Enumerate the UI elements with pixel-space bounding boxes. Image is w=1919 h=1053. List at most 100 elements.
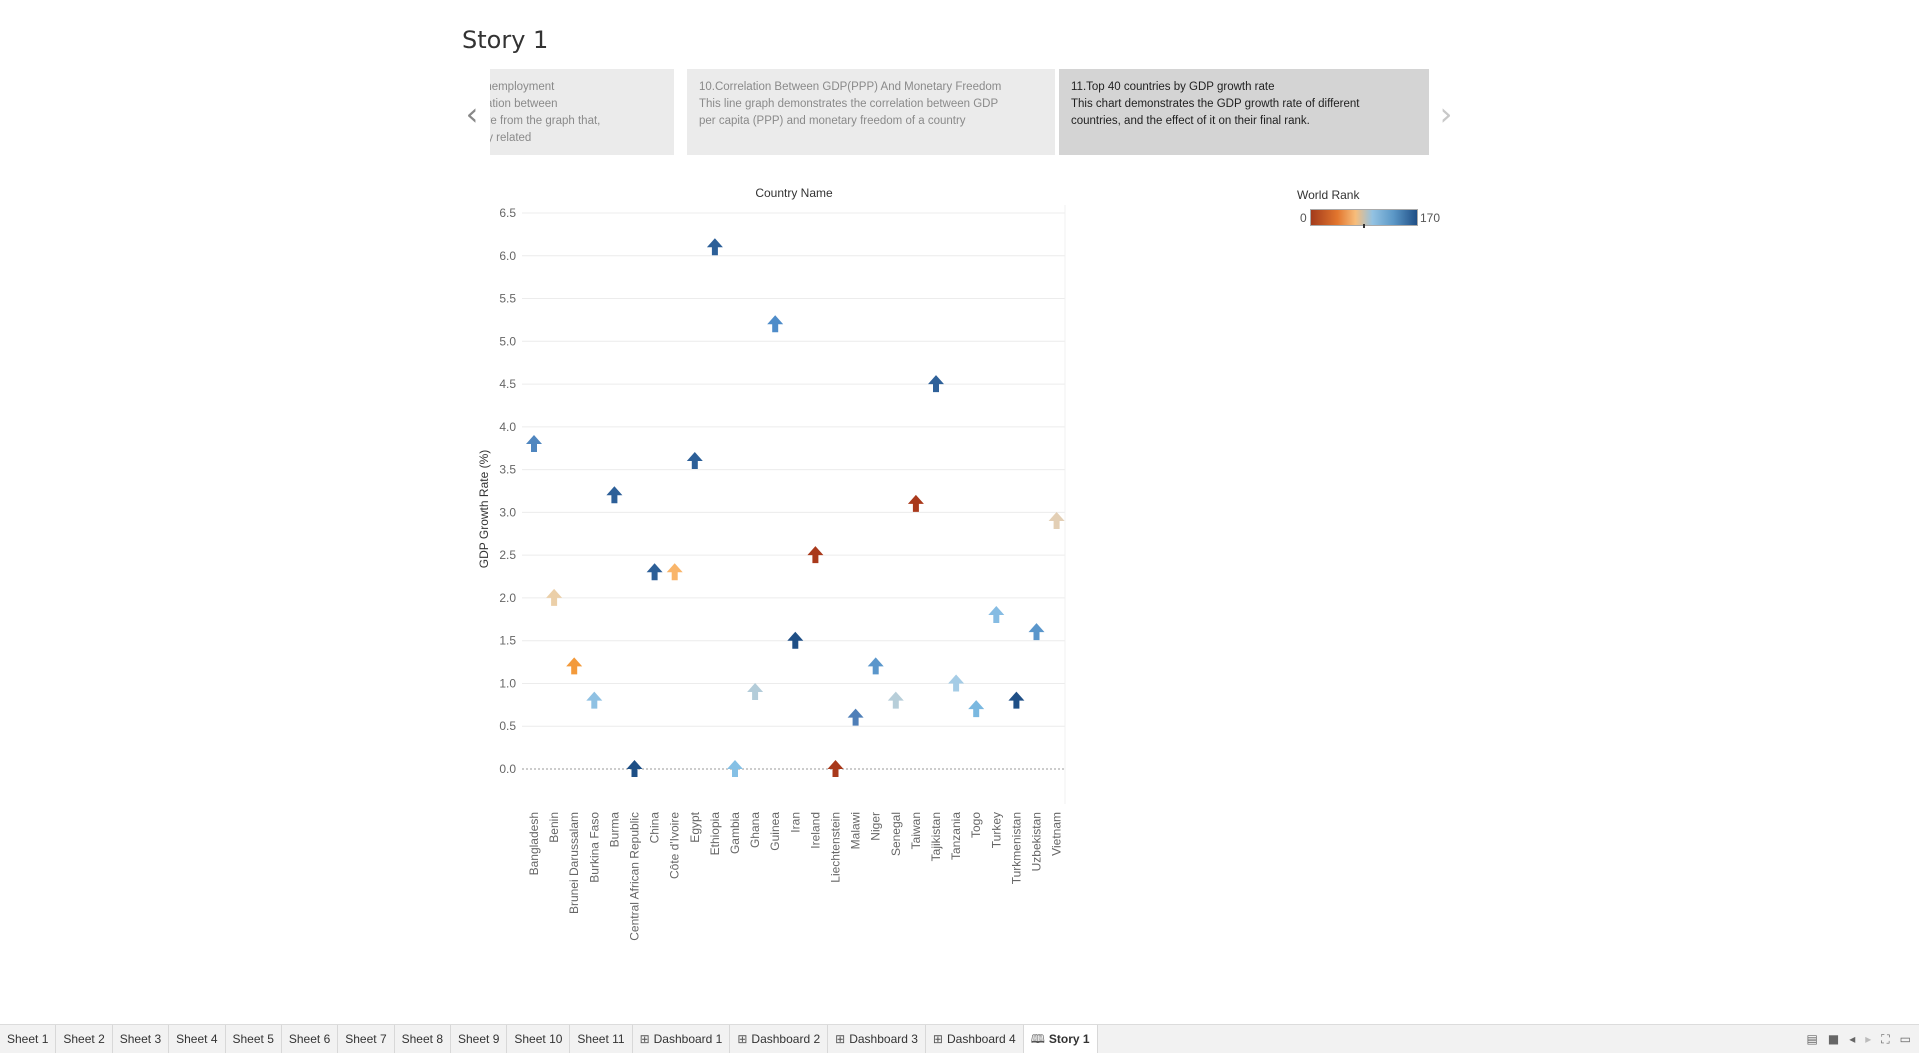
tab-sheet-8[interactable]: Sheet 8: [395, 1025, 451, 1053]
data-point-arrow: [787, 631, 804, 649]
y-tick-label: 5.0: [499, 334, 516, 348]
data-point-arrow: [606, 486, 623, 504]
fullscreen-icon[interactable]: ⛶: [1881, 1031, 1890, 1046]
tab-sheet-6[interactable]: Sheet 6: [282, 1025, 339, 1053]
chevron-left-icon[interactable]: ‹: [465, 95, 479, 133]
tab-sheet-1[interactable]: Sheet 1: [0, 1025, 57, 1053]
data-point-arrow: [706, 238, 723, 256]
data-point-arrow: [827, 760, 844, 777]
story-point-text: we observe from the graph that,: [490, 115, 601, 127]
data-point-arrow: [586, 691, 603, 709]
y-tick-label: 3.0: [499, 505, 516, 519]
story-point-text: This chart demonstrates the GDP growth r…: [1071, 98, 1360, 110]
show-sheet-sorter-icon[interactable]: ■: [1827, 1032, 1840, 1046]
x-tick-label: Malawi: [849, 812, 863, 849]
x-tick-label: Bangladesh: [527, 812, 541, 875]
story-title: Story 1: [462, 26, 549, 54]
story-points-strip: on And Unemployment the correlation betw…: [490, 69, 1429, 155]
presentation-icon[interactable]: ▭: [1899, 1032, 1911, 1046]
dashboard-icon: ⊞: [835, 1032, 846, 1046]
chevron-right-icon[interactable]: ›: [1439, 95, 1453, 133]
data-point-arrow: [807, 546, 824, 564]
legend-marker: [1363, 224, 1365, 228]
story-point-text: on And Unemployment: [490, 81, 555, 93]
tab-sheet-4[interactable]: Sheet 4: [169, 1025, 226, 1053]
story-point-text: This line graph demonstrates the correla…: [699, 98, 999, 110]
tab-label: Sheet 1: [7, 1032, 49, 1046]
tab-label: Sheet 7: [345, 1032, 387, 1046]
legend-title: World Rank: [1297, 188, 1360, 202]
story-point-text: are closely related: [490, 132, 532, 144]
tab-sheet-2[interactable]: Sheet 2: [56, 1025, 113, 1053]
tab-label: Dashboard 3: [849, 1032, 918, 1046]
tab-sheet-3[interactable]: Sheet 3: [113, 1025, 170, 1053]
x-tick-label: Senegal: [889, 812, 903, 856]
x-tick-label: Côte d'Ivoire: [668, 812, 682, 879]
tab-label: Sheet 8: [401, 1032, 443, 1046]
data-point-arrow: [867, 657, 884, 675]
data-point-arrow: [847, 708, 864, 726]
data-point-arrow: [526, 434, 542, 452]
y-tick-label: 1.5: [499, 634, 516, 648]
sheet-tab-bar: Sheet 1 Sheet 2 Sheet 3 Sheet 4 Sheet 5 Sheet…: [0, 1024, 1919, 1053]
tab-label: Sheet 4: [176, 1032, 218, 1046]
data-point-arrow: [1048, 511, 1065, 529]
tab-sheet-9[interactable]: Sheet 9: [451, 1025, 508, 1053]
y-tick-label: 0.0: [499, 762, 516, 776]
show-filmstrip-icon[interactable]: ▤: [1806, 1032, 1818, 1046]
tab-label: Sheet 5: [232, 1032, 274, 1046]
tab-dashboard-4[interactable]: ⊞ Dashboard 4: [926, 1025, 1024, 1053]
data-point-arrow: [747, 683, 764, 701]
data-point-arrow: [767, 315, 784, 333]
tab-story-1[interactable]: 🕮 Story 1: [1023, 1025, 1098, 1053]
tab-label: Sheet 6: [288, 1032, 331, 1046]
y-tick-label: 6.5: [499, 206, 516, 220]
story-point-text: the correlation between: [490, 98, 558, 110]
story-point-title: 11.Top 40 countries by GDP growth rate: [1071, 81, 1275, 93]
tab-label: Story 1: [1048, 1032, 1090, 1046]
scroll-right-icon[interactable]: ▸: [1865, 1032, 1872, 1046]
data-point-arrow: [948, 674, 965, 692]
x-tick-label: Egypt: [688, 811, 702, 842]
story-point-9[interactable]: on And Unemployment the correlation betw…: [490, 69, 674, 155]
data-point-arrow: [646, 563, 663, 581]
data-point-arrow: [666, 563, 683, 581]
x-tick-label: Benin: [547, 812, 561, 843]
data-point-arrow: [968, 700, 985, 718]
x-tick-label: Guinea: [768, 812, 782, 851]
tab-sheet-5[interactable]: Sheet 5: [226, 1025, 282, 1053]
x-tick-label: Niger: [869, 812, 883, 841]
tab-dashboard-2[interactable]: ⊞ Dashboard 2: [730, 1025, 829, 1053]
data-point-arrow: [1028, 623, 1045, 641]
tab-dashboard-3[interactable]: ⊞ Dashboard 3: [828, 1025, 926, 1053]
scroll-left-icon[interactable]: ◂: [1849, 1032, 1856, 1046]
x-tick-label: Tajikistan: [929, 812, 943, 861]
x-tick-label: Burkina Faso: [587, 812, 601, 883]
tab-sheet-11[interactable]: Sheet 11: [570, 1025, 633, 1053]
story-point-text: countries, and the effect of it on their…: [1071, 115, 1310, 127]
story-point-10[interactable]: 10.Correlation Between GDP(PPP) And Mone…: [687, 69, 1055, 155]
chart-column-header: Country Name: [755, 186, 833, 200]
data-point-arrow: [1008, 691, 1025, 709]
legend-min-label: 0: [1300, 211, 1307, 225]
y-tick-label: 2.0: [499, 591, 516, 605]
y-tick-label: 4.5: [499, 377, 516, 391]
tab-label: Sheet 2: [63, 1032, 105, 1046]
story-point-11-active[interactable]: 11.Top 40 countries by GDP growth rate T…: [1059, 69, 1429, 155]
gdp-growth-chart: 6.5 6.0 5.5 5.0 4.5 4.0 3.5 3.0 2.5 2.0 1.5 1.0 0.5 0…: [477, 205, 1066, 941]
tab-sheet-10[interactable]: Sheet 10: [507, 1025, 571, 1053]
story-icon: 🕮: [1030, 1032, 1045, 1046]
sheet-tabs: Sheet 1 Sheet 2 Sheet 3 Sheet 4 Sheet 5 Sheet…: [0, 1025, 1098, 1053]
y-tick-label: 1.0: [499, 676, 516, 690]
x-tick-label: Gambia: [728, 812, 742, 854]
tab-sheet-7[interactable]: Sheet 7: [338, 1025, 395, 1053]
x-tick-label: Togo: [969, 812, 983, 838]
y-tick-label: 5.5: [499, 292, 516, 306]
x-tick-label: Central African Republic: [628, 812, 642, 941]
tab-dashboard-1[interactable]: ⊞ Dashboard 1: [633, 1025, 731, 1053]
x-tick-label: Ireland: [808, 812, 822, 849]
data-point-arrow: [626, 760, 643, 777]
tab-label: Sheet 9: [458, 1032, 500, 1046]
y-tick-label: 2.5: [499, 548, 516, 562]
x-tick-label: Iran: [788, 812, 802, 833]
